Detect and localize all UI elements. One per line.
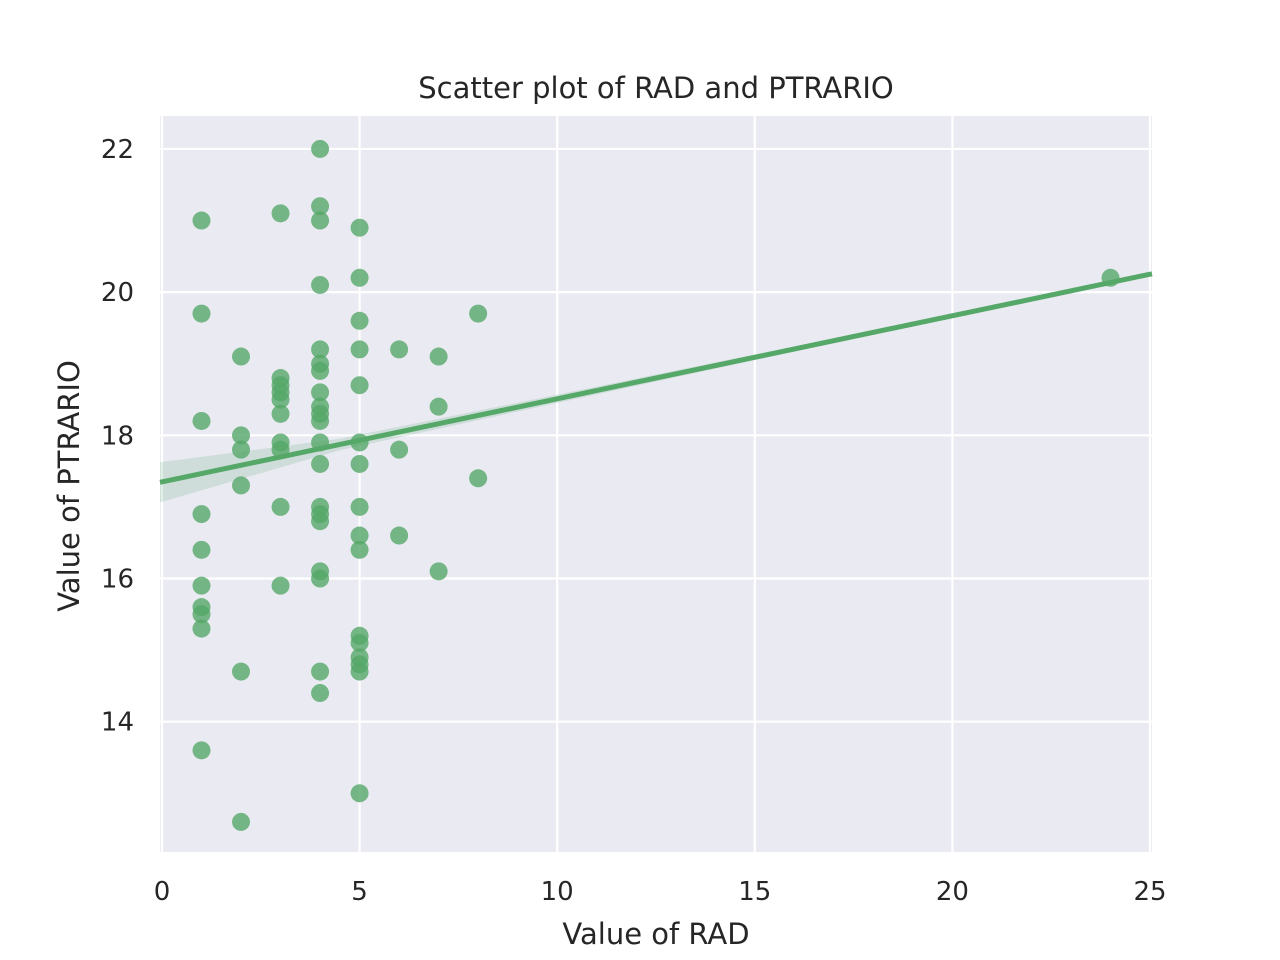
x-tick-label: 15 <box>738 877 771 907</box>
data-point <box>350 311 369 330</box>
x-tick-label: 20 <box>936 877 969 907</box>
y-axis-label: Value of PTRARIO <box>52 360 86 612</box>
data-point <box>311 569 330 588</box>
data-point <box>271 390 290 409</box>
x-tick-label: 25 <box>1133 877 1166 907</box>
data-point <box>350 784 369 803</box>
data-point <box>192 605 211 624</box>
data-point <box>350 633 369 652</box>
data-point <box>232 347 251 366</box>
data-point <box>232 426 251 445</box>
data-point <box>350 526 369 545</box>
data-point <box>390 526 409 545</box>
data-point <box>271 497 290 516</box>
data-point <box>429 397 448 416</box>
data-point <box>192 619 211 638</box>
data-point <box>469 469 488 488</box>
data-point <box>390 340 409 359</box>
y-tick-label: 22 <box>101 135 134 165</box>
x-tick-label: 10 <box>541 877 574 907</box>
y-tick-label: 14 <box>101 708 134 738</box>
data-point <box>192 411 211 430</box>
data-point <box>311 211 330 230</box>
data-point <box>350 218 369 237</box>
data-point <box>271 404 290 423</box>
data-point <box>350 340 369 359</box>
data-point <box>311 197 330 216</box>
data-point <box>390 440 409 459</box>
data-point <box>350 662 369 681</box>
data-point <box>311 512 330 531</box>
points-layer <box>192 139 1120 831</box>
data-point <box>232 812 251 831</box>
x-tick-label: 5 <box>351 877 368 907</box>
data-point <box>192 304 211 323</box>
chart-title: Scatter plot of RAD and PTRARIO <box>418 71 894 105</box>
y-tick-label: 18 <box>101 421 134 451</box>
data-point <box>350 376 369 395</box>
data-point <box>271 204 290 223</box>
data-point <box>311 662 330 681</box>
data-point <box>311 275 330 294</box>
regression-line-layer <box>159 271 1153 485</box>
data-point <box>350 454 369 473</box>
data-point <box>429 562 448 581</box>
data-point <box>350 497 369 516</box>
data-point <box>192 540 211 559</box>
x-tick-label: 0 <box>154 877 171 907</box>
data-point <box>192 576 211 595</box>
data-point <box>311 139 330 158</box>
y-tick-label: 20 <box>101 278 134 308</box>
data-point <box>192 211 211 230</box>
data-point <box>311 361 330 380</box>
data-point <box>192 505 211 524</box>
data-point <box>469 304 488 323</box>
data-point <box>311 454 330 473</box>
data-point <box>311 684 330 703</box>
data-point <box>311 383 330 402</box>
data-point <box>429 347 448 366</box>
data-point <box>350 540 369 559</box>
data-point <box>271 576 290 595</box>
tick-labels: 0 5 10 15 20 25 14 16 18 20 22 <box>101 135 1167 907</box>
plot-area <box>160 116 1152 852</box>
regression-line <box>159 271 1153 485</box>
data-point <box>232 662 251 681</box>
y-tick-label: 16 <box>101 565 134 595</box>
data-point <box>192 741 211 760</box>
data-point <box>232 476 251 495</box>
x-axis-label: Value of RAD <box>562 917 749 951</box>
data-point <box>232 440 251 459</box>
data-point <box>350 268 369 287</box>
data-point <box>311 411 330 430</box>
data-point <box>311 340 330 359</box>
